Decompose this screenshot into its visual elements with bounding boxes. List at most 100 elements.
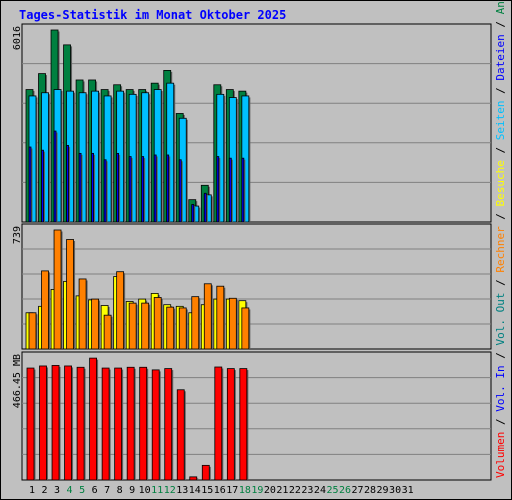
legend-besuche: Besuche (494, 160, 507, 206)
bar-volumen-day-8 (114, 367, 123, 481)
bar-rechner-day-10 (141, 302, 150, 350)
bar-rechner-day-11 (153, 297, 162, 350)
legend-separator: / (494, 346, 507, 366)
legend-vertical: Volumen / Vol. In / Vol. Out / Rechner /… (494, 0, 507, 478)
x-tick-day-22: 22 (289, 485, 301, 496)
bar-dateien-day-17-shadow (230, 159, 233, 222)
bar-rechner-day-15 (203, 283, 212, 350)
bar-volumen-day-3 (51, 365, 60, 481)
x-tick-day-9: 9 (129, 485, 135, 496)
x-tick-day-27: 27 (351, 485, 363, 496)
x-tick-day-5: 5 (79, 485, 85, 496)
bar-rechner-day-7 (103, 314, 112, 350)
x-tick-day-20: 20 (264, 485, 276, 496)
panel-3-area (21, 351, 492, 481)
bar-dateien-day-2-shadow (43, 151, 46, 222)
bar-rechner-day-16 (216, 285, 225, 350)
x-tick-day-13: 13 (176, 485, 188, 496)
legend-separator: / (494, 412, 507, 432)
x-tick-day-4: 4 (67, 485, 73, 496)
bar-dateien-day-8 (116, 152, 120, 223)
bar-volumen-day-10 (139, 366, 148, 481)
legend-separator: / (494, 14, 507, 34)
bar-dateien-day-11-shadow (155, 156, 158, 222)
bar-dateien-day-2 (41, 149, 44, 223)
bar-dateien-day-9-shadow (130, 158, 133, 222)
legend-vol-out: Vol. Out (494, 293, 507, 346)
x-tick-day-16: 16 (214, 485, 226, 496)
bar-dateien-day-3 (53, 130, 57, 223)
legend-seiten: Seiten (494, 100, 507, 140)
legend-rechner: Rechner (494, 226, 507, 273)
bar-rechner-day-5 (78, 278, 87, 350)
bar-volumen-day-16 (214, 366, 223, 481)
bar-volumen-day-11 (151, 369, 160, 481)
bar-dateien-day-17 (228, 157, 232, 223)
bar-dateien-day-10 (141, 156, 145, 223)
bar-volumen-day-14 (189, 476, 198, 481)
x-tick-day-14: 14 (189, 485, 201, 496)
bar-dateien-day-5 (78, 152, 82, 223)
bar-rechner-day-1 (28, 312, 37, 350)
x-tick-day-3: 3 (54, 485, 60, 496)
bar-rechner-day-6 (91, 298, 99, 350)
x-tick-day-31: 31 (402, 485, 414, 496)
bar-volumen-day-17 (226, 368, 235, 481)
bar-dateien-day-13 (178, 159, 182, 223)
x-tick-day-10: 10 (139, 485, 151, 496)
x-tick-day-25: 25 (326, 485, 338, 496)
bar-volumen-day-6 (89, 357, 97, 481)
bar-dateien-day-11 (153, 154, 157, 223)
panel-2-area (21, 223, 492, 350)
bar-volumen-day-12 (164, 368, 173, 481)
x-tick-day-6: 6 (92, 485, 98, 496)
bar-dateien-day-7 (103, 159, 107, 223)
bar-rechner-day-12 (166, 306, 175, 350)
bar-rechner-day-13 (178, 307, 187, 350)
bar-rechner-day-8 (116, 271, 125, 350)
bar-dateien-day-18-shadow (243, 159, 246, 222)
bar-dateien-day-16-shadow (218, 158, 221, 222)
x-tick-day-23: 23 (301, 485, 313, 496)
legend-volumen: Volumen (494, 432, 507, 478)
bar-volumen-day-4 (64, 365, 72, 481)
legend-anfragen: Anfragen (494, 0, 507, 14)
bar-rechner-day-3 (53, 229, 62, 350)
bar-dateien-day-15-shadow (205, 194, 208, 222)
x-tick-day-28: 28 (364, 485, 376, 496)
x-tick-day-8: 8 (117, 485, 123, 496)
legend-separator: / (494, 140, 507, 160)
x-tick-day-1: 1 (29, 485, 35, 496)
bar-dateien-day-1-shadow (30, 148, 33, 222)
x-tick-day-26: 26 (339, 485, 351, 496)
panel-1-area (21, 23, 492, 223)
bar-dateien-day-10-shadow (143, 158, 146, 222)
bar-dateien-day-9 (128, 156, 132, 223)
bar-volumen-day-5 (76, 366, 85, 481)
bar-volumen-day-15 (201, 464, 210, 481)
bar-dateien-day-16 (216, 156, 220, 223)
bar-dateien-day-1 (28, 146, 32, 223)
legend-separator: / (494, 81, 507, 101)
bar-volumen-day-18 (239, 368, 248, 481)
x-tick-day-2: 2 (42, 485, 48, 496)
bar-dateien-day-4 (66, 145, 69, 223)
x-tick-day-15: 15 (201, 485, 213, 496)
x-tick-day-12: 12 (164, 485, 176, 496)
bar-dateien-day-8-shadow (118, 154, 121, 222)
legend-separator: / (494, 206, 507, 226)
x-tick-day-21: 21 (276, 485, 288, 496)
legend-dateien: Dateien (494, 34, 507, 80)
bar-dateien-day-14 (191, 204, 195, 223)
bar-dateien-day-12-shadow (168, 156, 171, 222)
bar-rechner-day-2 (41, 270, 49, 350)
bar-rechner-day-18 (241, 307, 250, 350)
bar-rechner-day-17 (228, 297, 237, 350)
legend-vol-in: Vol. In (494, 365, 507, 411)
bar-dateien-day-13-shadow (180, 161, 183, 222)
bar-dateien-day-3-shadow (55, 132, 58, 222)
chart-title: Tages-Statistik im Monat Oktober 2025 (19, 8, 287, 22)
bar-dateien-day-5-shadow (80, 154, 83, 222)
bar-dateien-day-18 (241, 157, 245, 223)
bar-rechner-day-14 (191, 296, 200, 350)
